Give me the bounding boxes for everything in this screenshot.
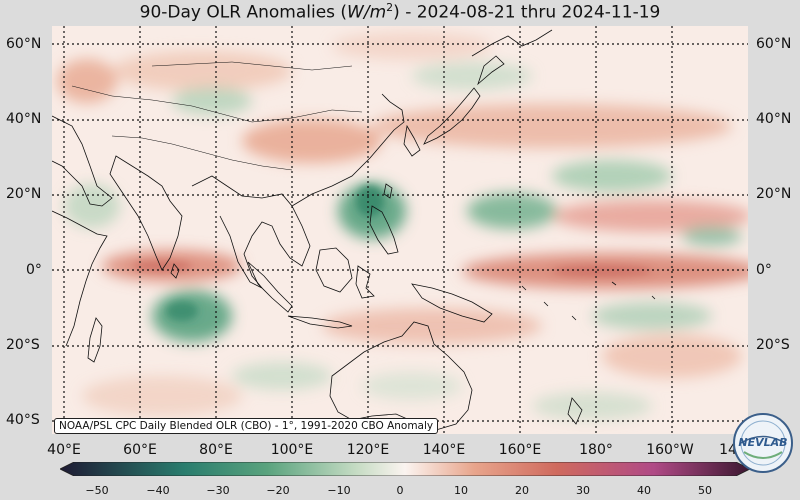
lon-label-160e: 160°E xyxy=(498,442,542,458)
lat-label-eq-right: 0° xyxy=(756,262,772,278)
colorbar-tick: −20 xyxy=(266,484,290,497)
lat-label-eq-left: 0° xyxy=(26,262,42,278)
map-title: 90-Day OLR Anomalies (W/m2) - 2024-08-21… xyxy=(139,1,661,23)
lon-label-140w-partial: 14 xyxy=(719,442,737,458)
colorbar-tick: 50 xyxy=(698,484,712,497)
colorbar-tick: 30 xyxy=(576,484,590,497)
lat-label-20n-right: 20°N xyxy=(756,186,792,202)
anomaly-field xyxy=(52,26,748,434)
colorbar-tick: 20 xyxy=(515,484,529,497)
lon-label-140e: 140°E xyxy=(422,442,466,458)
nevlab-logo: NEVLAB xyxy=(733,413,793,473)
lat-label-20s-right: 20°S xyxy=(756,337,790,353)
lon-label-60e: 60°E xyxy=(123,442,157,458)
lat-label-20s-left: 20°S xyxy=(6,337,40,353)
lon-label-40e: 40°E xyxy=(47,442,81,458)
lat-label-60n-left: 60°N xyxy=(6,36,42,52)
colorbar-tick: −40 xyxy=(146,484,170,497)
lon-label-180: 180° xyxy=(579,442,613,458)
colorbar-tick: 10 xyxy=(454,484,468,497)
lon-label-80e: 80°E xyxy=(199,442,233,458)
colorbar-tick: −30 xyxy=(206,484,230,497)
colorbar-tick: −50 xyxy=(85,484,109,497)
colorbar-tick: 40 xyxy=(637,484,651,497)
colorbar xyxy=(60,462,750,476)
lon-label-120e: 120°E xyxy=(346,442,390,458)
colorbar-tick: −10 xyxy=(327,484,351,497)
lat-label-20n-left: 20°N xyxy=(6,186,42,202)
data-credit-label: NOAA/PSL CPC Daily Blended OLR (CBO) - 1… xyxy=(54,418,439,434)
lat-label-40n-right: 40°N xyxy=(756,111,792,127)
lat-label-40n-left: 40°N xyxy=(6,111,42,127)
lon-label-160w: 160°W xyxy=(646,442,694,458)
lon-label-100e: 100°E xyxy=(270,442,314,458)
colorbar-tick: 0 xyxy=(396,484,404,497)
lat-label-40s-left: 40°S xyxy=(6,412,40,428)
lat-label-60n-right: 60°N xyxy=(756,36,792,52)
svg-text:NEVLAB: NEVLAB xyxy=(738,436,787,449)
olr-anomaly-map xyxy=(52,26,748,434)
